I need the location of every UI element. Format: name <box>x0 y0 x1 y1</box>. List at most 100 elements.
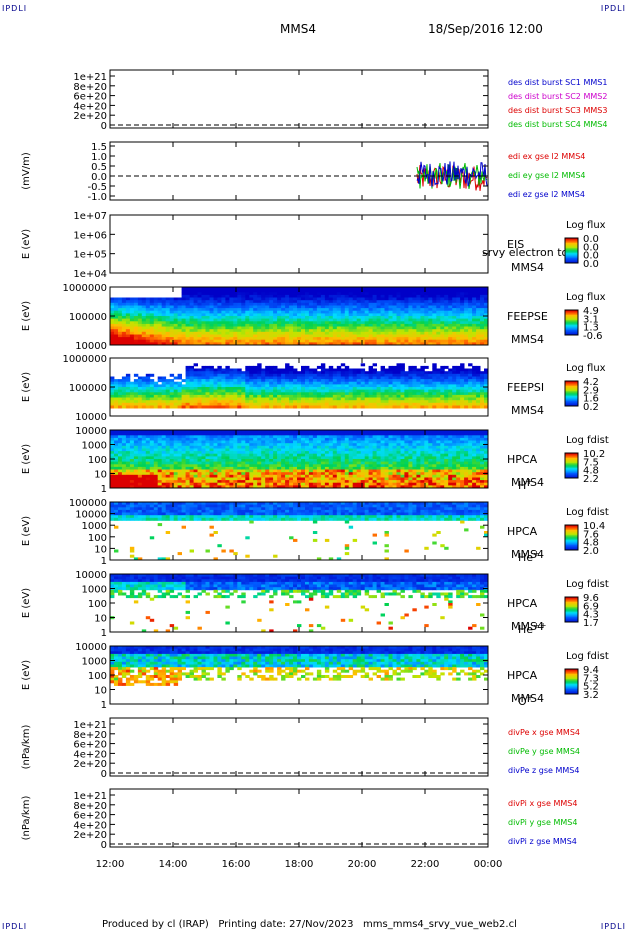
spectrogram-cell <box>432 313 437 317</box>
spectrogram-cell <box>149 310 155 314</box>
spectrogram-cell <box>297 394 302 398</box>
spectrogram-cell <box>352 289 358 293</box>
spectrogram-cell <box>372 405 377 409</box>
spectrogram-cell <box>436 397 441 401</box>
spectrogram-cell <box>265 477 270 481</box>
spectrogram-cell <box>205 466 210 470</box>
corner-label-top-right: IPDLI <box>600 4 626 13</box>
legend-entry: edi ex gse l2 MMS4 <box>508 152 585 161</box>
colorbar-segment <box>565 384 578 387</box>
spectrogram-cell <box>233 297 238 301</box>
spectrogram-cell <box>133 480 139 484</box>
spectrogram-cell <box>185 477 190 481</box>
spectrogram-cell <box>305 368 310 372</box>
spectrogram-cell <box>233 326 238 330</box>
spectrogram-cell <box>289 371 294 375</box>
spectrogram-cell <box>305 448 310 452</box>
spectrogram-cell <box>352 308 358 312</box>
spectrogram-cell <box>484 402 489 406</box>
spectrogram-cell <box>114 448 119 452</box>
spectrogram-cell <box>209 466 214 470</box>
spectrogram-cell <box>118 342 123 346</box>
spectrogram-cell <box>217 302 222 306</box>
spectrogram-cell <box>133 443 139 447</box>
spectrogram-cell <box>432 342 437 346</box>
spectrogram-cell <box>436 287 441 290</box>
spectrogram-cell <box>356 292 362 296</box>
spectrogram-cell <box>289 381 294 385</box>
y-tick-label: 100000 <box>69 312 107 323</box>
spectrogram-cell <box>392 310 397 314</box>
spectrogram-cell <box>129 397 135 401</box>
spectrogram-cell <box>157 437 163 441</box>
spectrogram-cell <box>197 373 202 377</box>
spectrogram-cell <box>472 318 477 322</box>
spectrogram-cell <box>253 430 258 433</box>
spectrogram-cell <box>352 337 358 341</box>
spectrogram-cell <box>440 342 445 346</box>
spectrogram-cell <box>372 289 377 293</box>
spectrogram-cell <box>125 308 131 312</box>
spectrogram-cell <box>396 329 401 333</box>
spectrogram-cell <box>273 334 278 338</box>
spectrogram-cell <box>420 300 425 304</box>
spectrogram-cell <box>320 334 326 338</box>
spectrogram-cell <box>408 323 413 327</box>
spectrogram-cell <box>428 305 433 309</box>
spectrogram-cell <box>269 400 274 404</box>
spectrogram-cell <box>472 365 477 369</box>
spectrogram-cell <box>444 294 449 298</box>
spectrogram-cell <box>305 326 310 330</box>
spectrogram-cell <box>320 477 326 481</box>
spectrogram-cell <box>269 313 274 317</box>
spectrogram-cell <box>324 326 330 330</box>
panel-frame <box>109 141 489 201</box>
spectrogram-cell <box>265 381 270 385</box>
spectrogram-cell <box>388 373 393 377</box>
spectrogram-cell <box>225 485 230 489</box>
spectrogram-cell <box>121 326 127 330</box>
spectrogram-cell <box>448 316 453 319</box>
spectrogram-cell <box>400 389 405 393</box>
spectrogram-cell <box>181 464 186 468</box>
spectrogram-cell <box>193 323 198 327</box>
spectrogram-cell <box>125 379 131 383</box>
spectrogram-cell <box>249 397 254 401</box>
spectrogram-cell <box>129 308 135 312</box>
spectrogram-cell <box>301 337 306 341</box>
spectrogram-cell <box>404 397 409 401</box>
spectrogram-cell <box>332 384 338 388</box>
spectrogram-cell <box>376 323 381 327</box>
spectrogram-cell <box>472 331 477 335</box>
spectrogram-cell <box>281 437 286 441</box>
spectrogram-cell <box>472 316 477 319</box>
spectrogram-cell <box>141 297 147 301</box>
spectrogram-cell <box>217 329 222 333</box>
spectrogram-cell <box>157 445 163 449</box>
spectrogram-cell <box>118 448 123 452</box>
spectrogram-cell <box>237 379 242 383</box>
spectrogram-cell <box>137 448 143 452</box>
spectrogram-cell <box>384 373 389 377</box>
spectrogram-cell <box>392 334 397 338</box>
spectrogram-cell <box>257 368 262 372</box>
spectrogram-cell <box>332 392 338 396</box>
spectrogram-cell <box>165 313 171 317</box>
spectrogram-cell <box>149 461 155 465</box>
spectrogram-cell <box>110 392 115 396</box>
spectrogram-cell <box>484 379 489 383</box>
spectrogram-cell <box>388 371 393 375</box>
spectrogram-cell <box>205 294 210 298</box>
spectrogram-cell <box>344 287 350 290</box>
spectrogram-cell <box>293 443 298 447</box>
spectrogram-cell <box>253 474 258 478</box>
y-tick-label: 1e+04 <box>73 269 107 280</box>
spectrogram-cell <box>308 318 314 322</box>
spectrogram-cell <box>137 308 143 312</box>
spectrogram-cell <box>257 400 262 404</box>
spectrogram-cell <box>376 287 381 290</box>
spectrogram-cell <box>281 464 286 468</box>
spectrogram-cell <box>289 373 294 377</box>
spectrogram-cell <box>472 371 477 375</box>
spectrogram-cell <box>348 397 354 401</box>
